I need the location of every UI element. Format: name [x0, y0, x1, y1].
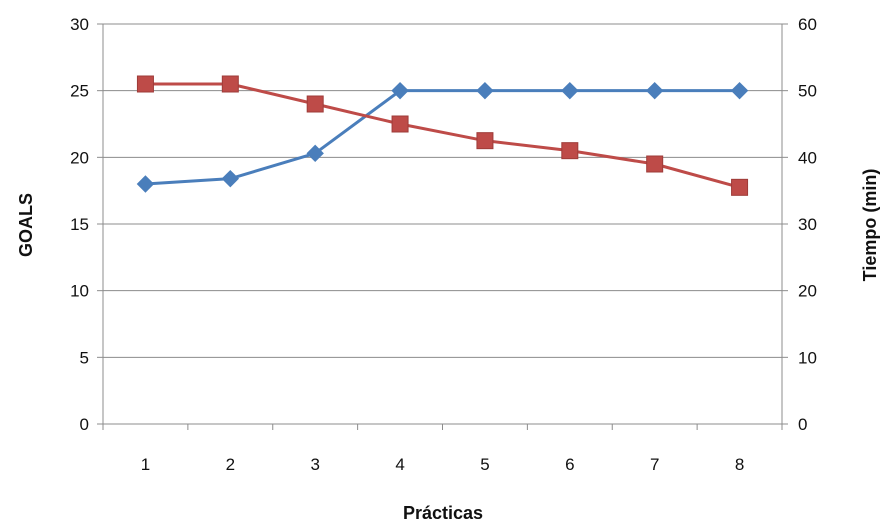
x-tick-label: 1	[141, 455, 150, 474]
series-2-point	[391, 115, 409, 133]
series-2-point	[476, 132, 494, 150]
series-2-point	[136, 75, 154, 93]
x-tick-label: 4	[395, 455, 404, 474]
axes	[97, 23, 788, 430]
gridlines	[103, 23, 782, 358]
left-y-tick-label: 10	[70, 282, 89, 301]
series-1-point	[221, 169, 240, 188]
x-tick-label: 3	[310, 455, 319, 474]
right-y-tick-label: 50	[798, 82, 817, 101]
left-y-tick-label: 0	[80, 415, 89, 434]
left-y-tick-label: 20	[70, 148, 89, 167]
right-y-tick-label: 30	[798, 215, 817, 234]
series-2-point	[646, 155, 664, 173]
right-y-tick-label: 40	[798, 148, 817, 167]
tick-labels: 0 5 10 15 20 25 30 0 10 20 30 40 50 60 1 2 3 4 5 6 7 8	[70, 15, 817, 474]
right-y-axis-title: Tiempo (min)	[860, 169, 880, 282]
series-1-point	[561, 81, 579, 100]
series-2-point	[561, 142, 579, 160]
x-axis-title: Prácticas	[403, 503, 483, 523]
left-y-tick-label: 30	[70, 15, 89, 34]
right-y-tick-label: 0	[798, 415, 807, 434]
series-2-point	[731, 178, 749, 196]
x-tick-label: 2	[226, 455, 235, 474]
x-tick-label: 5	[480, 455, 489, 474]
series-2-point	[306, 95, 324, 113]
series-1-point	[136, 175, 155, 193]
series-1-point	[645, 81, 664, 100]
left-y-axis-title: GOALS	[16, 193, 36, 257]
x-tick-label: 8	[735, 455, 744, 474]
series	[136, 75, 749, 196]
x-tick-label: 6	[565, 455, 574, 474]
right-y-tick-label: 60	[798, 15, 817, 34]
series-1-point	[306, 144, 324, 163]
right-y-tick-label: 10	[798, 348, 817, 367]
right-y-tick-label: 20	[798, 282, 817, 301]
left-y-tick-label: 15	[70, 215, 89, 234]
series-1-point	[391, 81, 409, 100]
series-1-point	[476, 81, 494, 100]
series-2-line	[145, 82, 740, 189]
series-1-point	[730, 81, 749, 100]
series-1-line	[145, 89, 740, 186]
series-2-point	[221, 75, 239, 93]
x-tick-label: 7	[650, 455, 659, 474]
left-y-tick-label: 5	[80, 348, 89, 367]
left-y-tick-label: 25	[70, 82, 89, 101]
